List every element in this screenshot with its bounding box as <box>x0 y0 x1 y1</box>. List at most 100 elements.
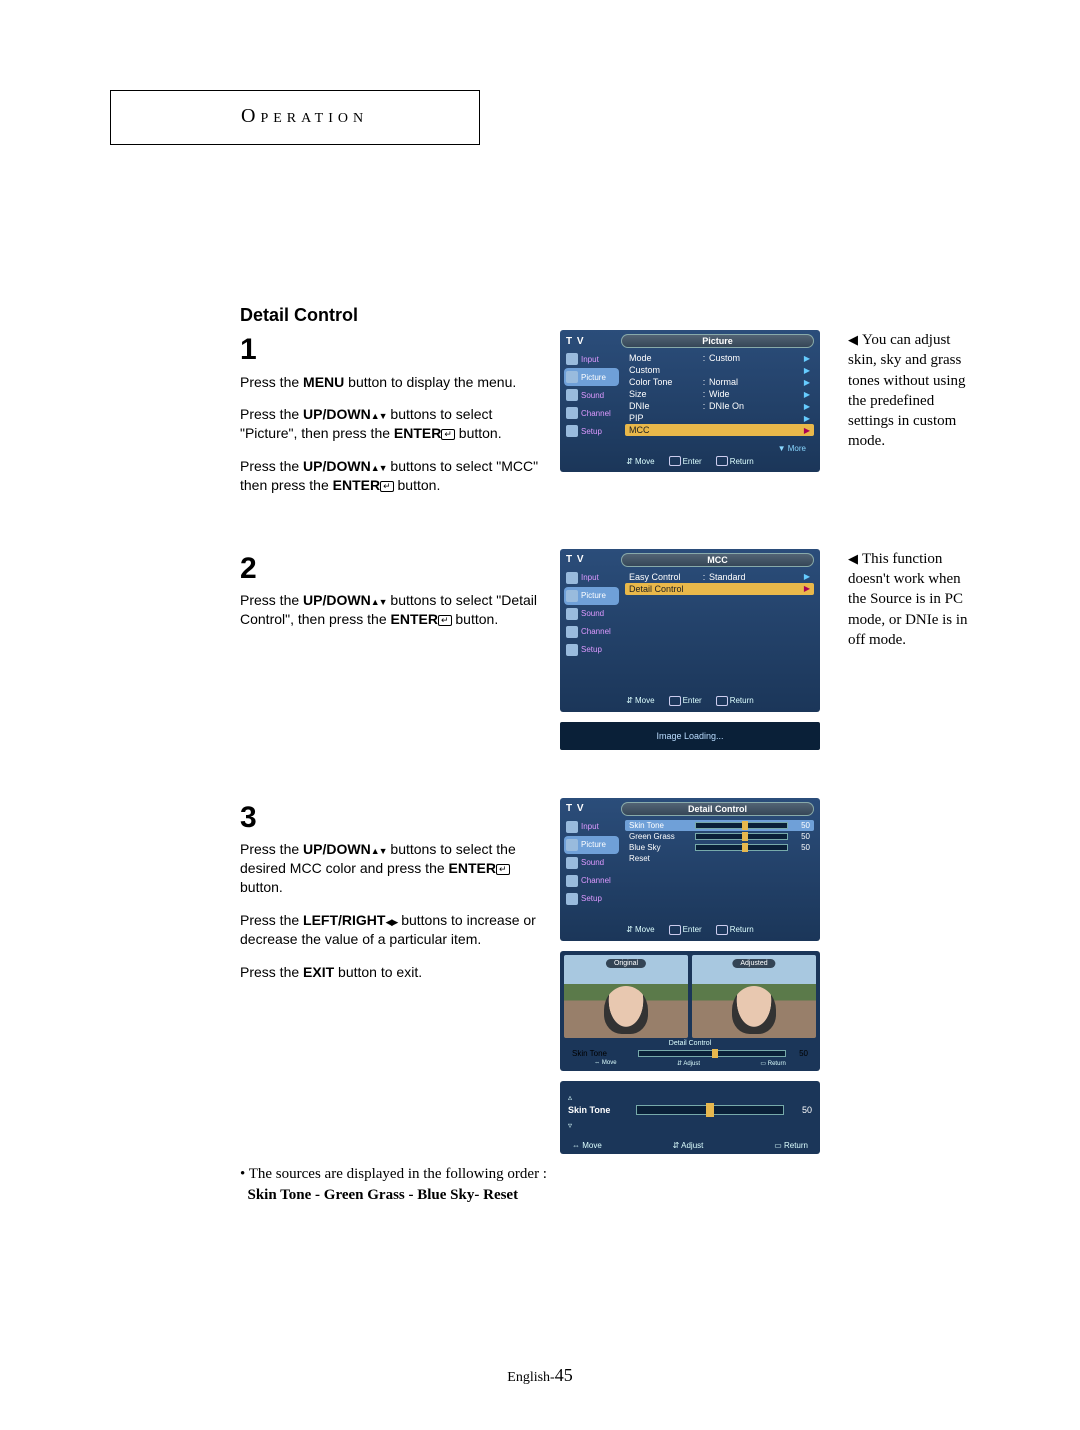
sidebar-item-picture[interactable]: Picture <box>564 368 619 386</box>
osd-footer: Move Enter Return <box>560 693 820 706</box>
step-2-screenshot: T V MCC Input Picture Sound Channel Setu… <box>560 549 820 758</box>
sidebar-item-sound[interactable]: Sound <box>564 386 619 404</box>
setup-icon <box>566 644 578 656</box>
osd-list-row[interactable]: Detail Control▶ <box>625 583 814 595</box>
skin-footer-return: ▭ Return <box>774 1141 808 1150</box>
osd-tv-label: T V <box>566 554 621 565</box>
step-2-text: 2 Press the UP/DOWN buttons to select "D… <box>240 549 540 643</box>
compare-footer-return: ▭ Return <box>760 1060 785 1067</box>
step-1-p2: Press the UP/DOWN buttons to select "Pic… <box>240 405 540 443</box>
compare-knob[interactable] <box>712 1049 718 1058</box>
sidebar-item-picture[interactable]: Picture <box>564 587 619 605</box>
original-pill: Original <box>606 959 646 968</box>
step-3-text: 3 Press the UP/DOWN buttons to select th… <box>240 798 540 996</box>
step-3-number: 3 <box>240 798 540 839</box>
note-2: ◀This function doesn't work when the Sou… <box>848 549 970 650</box>
input-icon <box>566 572 578 584</box>
sidebar-item-picture[interactable]: Picture <box>564 836 619 854</box>
step-3-p3: Press the EXIT button to exit. <box>240 963 540 982</box>
osd-more: ▼ More <box>560 444 820 453</box>
skin-track[interactable] <box>636 1105 784 1115</box>
input-icon <box>566 353 578 365</box>
sidebar-item-sound[interactable]: Sound <box>564 605 619 623</box>
footer-return: Return <box>716 456 754 466</box>
channel-icon <box>566 875 578 887</box>
sidebar-item-setup[interactable]: Setup <box>564 422 619 440</box>
skin-footer-adjust: ⇵ Adjust <box>673 1141 704 1150</box>
sidebar-item-sound[interactable]: Sound <box>564 854 619 872</box>
step-row-3: 3 Press the UP/DOWN buttons to select th… <box>110 798 970 1154</box>
enter-icon: ↵ <box>380 481 394 492</box>
updown-icon <box>371 458 387 474</box>
input-icon <box>566 821 578 833</box>
osd-list-row[interactable]: Blue Sky50 <box>625 842 814 853</box>
channel-icon <box>566 407 578 419</box>
osd-list-row[interactable]: Reset <box>625 853 814 864</box>
leftright-icon <box>385 912 397 928</box>
step-row-1: 1 Press the MENU button to display the m… <box>110 330 970 509</box>
osd-title: Picture <box>621 334 814 348</box>
sidebar-item-channel[interactable]: Channel <box>564 623 619 641</box>
adjusted-pill: Adjusted <box>732 959 775 968</box>
sidebar-item-setup[interactable]: Setup <box>564 641 619 659</box>
osd-list-row[interactable]: Custom▶ <box>625 364 814 376</box>
setup-icon <box>566 893 578 905</box>
updown-icon <box>371 841 387 857</box>
footer-enter: Enter <box>669 456 702 466</box>
osd-list-row[interactable]: Mode:Custom▶ <box>625 352 814 364</box>
step-3-p2: Press the LEFT/RIGHT buttons to increase… <box>240 911 540 949</box>
footer-move: Move <box>626 456 654 466</box>
compare-adjusted: Adjusted <box>692 955 816 1038</box>
manual-page: Operation Detail Control 1 Press the MEN… <box>0 0 1080 1430</box>
footer-move: Move <box>626 696 654 706</box>
sidebar-item-input[interactable]: Input <box>564 569 619 587</box>
osd-list-row[interactable]: Easy Control:Standard▶ <box>625 571 814 583</box>
step-1-p3: Press the UP/DOWN buttons to select "MCC… <box>240 457 540 495</box>
step-2-number: 2 <box>240 549 540 590</box>
compare-label: Detail Control <box>564 1040 816 1047</box>
compare-footer-move: ⇔ Move <box>594 1060 616 1067</box>
sidebar-item-input[interactable]: Input <box>564 350 619 368</box>
operation-header-box: Operation <box>110 90 480 145</box>
sound-icon <box>566 857 578 869</box>
osd-list-row[interactable]: Color Tone:Normal▶ <box>625 376 814 388</box>
page-number: English-45 <box>0 1365 1080 1386</box>
step-1-number: 1 <box>240 330 540 371</box>
step-3-screenshots: T V Detail Control Input Picture Sound C… <box>560 798 820 1154</box>
picture-icon <box>566 839 578 851</box>
step-3-p1: Press the UP/DOWN buttons to select the … <box>240 840 540 897</box>
osd-detail-control: T V Detail Control Input Picture Sound C… <box>560 798 820 941</box>
section-title: Detail Control <box>240 305 970 326</box>
picture-icon <box>566 590 578 602</box>
skintone-slider-panel: ▵ Skin Tone ▿ 50 ⇔ Move ⇵ Adjust ▭ Retur… <box>560 1081 820 1154</box>
osd-list-row[interactable]: PIP▶ <box>625 412 814 424</box>
osd-footer: Move Enter Return <box>560 453 820 466</box>
osd-list-row[interactable]: Green Grass50 <box>625 831 814 842</box>
enter-icon: ↵ <box>496 864 510 875</box>
enter-icon: ↵ <box>441 429 455 440</box>
up-arrow-icon: ▵ <box>568 1094 572 1101</box>
sidebar-item-channel[interactable]: Channel <box>564 872 619 890</box>
osd-list-row[interactable]: MCC▶ <box>625 424 814 436</box>
sidebar-item-input[interactable]: Input <box>564 818 619 836</box>
sound-icon <box>566 608 578 620</box>
updown-icon <box>371 406 387 422</box>
face-icon <box>732 986 776 1034</box>
osd-tv-label: T V <box>566 336 621 347</box>
step-1-screenshot: T V Picture Input Picture Sound Channel … <box>560 330 820 482</box>
down-arrow-icon: ▿ <box>568 1122 572 1129</box>
sidebar-item-setup[interactable]: Setup <box>564 890 619 908</box>
sidebar-item-channel[interactable]: Channel <box>564 404 619 422</box>
compare-slider-row[interactable]: Skin Tone 50 <box>564 1049 816 1058</box>
compare-preview: Original Adjusted Detail Control Skin To… <box>560 951 820 1071</box>
osd-list-row[interactable]: Size:Wide▶ <box>625 388 814 400</box>
skin-label: Skin Tone <box>568 1105 628 1115</box>
step-row-2: 2 Press the UP/DOWN buttons to select "D… <box>110 549 970 758</box>
osd-tv-label: T V <box>566 803 621 814</box>
osd-mcc-menu: T V MCC Input Picture Sound Channel Setu… <box>560 549 820 712</box>
step-2-p1: Press the UP/DOWN buttons to select "Det… <box>240 591 540 629</box>
osd-list-row[interactable]: DNIe:DNIe On▶ <box>625 400 814 412</box>
skin-knob[interactable] <box>706 1103 714 1117</box>
osd-list-row[interactable]: Skin Tone50 <box>625 820 814 831</box>
left-triangle-icon: ◀ <box>848 332 858 347</box>
